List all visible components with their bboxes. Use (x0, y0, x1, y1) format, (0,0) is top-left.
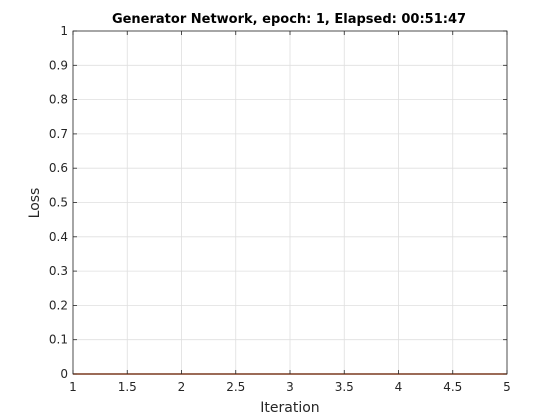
x-tick-label: 1.5 (118, 380, 137, 394)
x-tick-label: 3 (286, 380, 294, 394)
y-tick-label: 0.6 (49, 161, 68, 175)
y-tick-label: 0.3 (49, 264, 68, 278)
x-tick-label: 1 (69, 380, 77, 394)
y-tick-label: 0 (60, 367, 68, 381)
y-tick-label: 0.9 (49, 58, 68, 72)
grid (72, 30, 508, 375)
y-tick-label: 0.5 (49, 196, 68, 210)
ticks: 1 1.5 2 2.5 3 3.5 4 4.5 5 0 0.1 0.2 0.3 0.4 0.5 0.6 0.7 0… (49, 24, 511, 394)
x-tick-label: 3.5 (335, 380, 354, 394)
y-tick-label: 0.8 (49, 93, 68, 107)
x-tick-label: 4.5 (443, 380, 462, 394)
y-axis-label: Loss (27, 188, 43, 219)
chart-title: Generator Network, epoch: 1, Elapsed: 00… (112, 12, 466, 27)
x-axis-label: Iteration (260, 400, 319, 416)
x-tick-label: 2 (178, 380, 186, 394)
y-tick-label: 1 (60, 24, 68, 38)
y-tick-label: 0.4 (49, 230, 68, 244)
x-tick-label: 2.5 (226, 380, 245, 394)
y-tick-label: 0.7 (49, 127, 68, 141)
x-tick-label: 5 (503, 380, 511, 394)
y-tick-label: 0.2 (49, 298, 68, 312)
y-tick-label: 0.1 (49, 333, 68, 347)
x-tick-label: 4 (395, 380, 403, 394)
